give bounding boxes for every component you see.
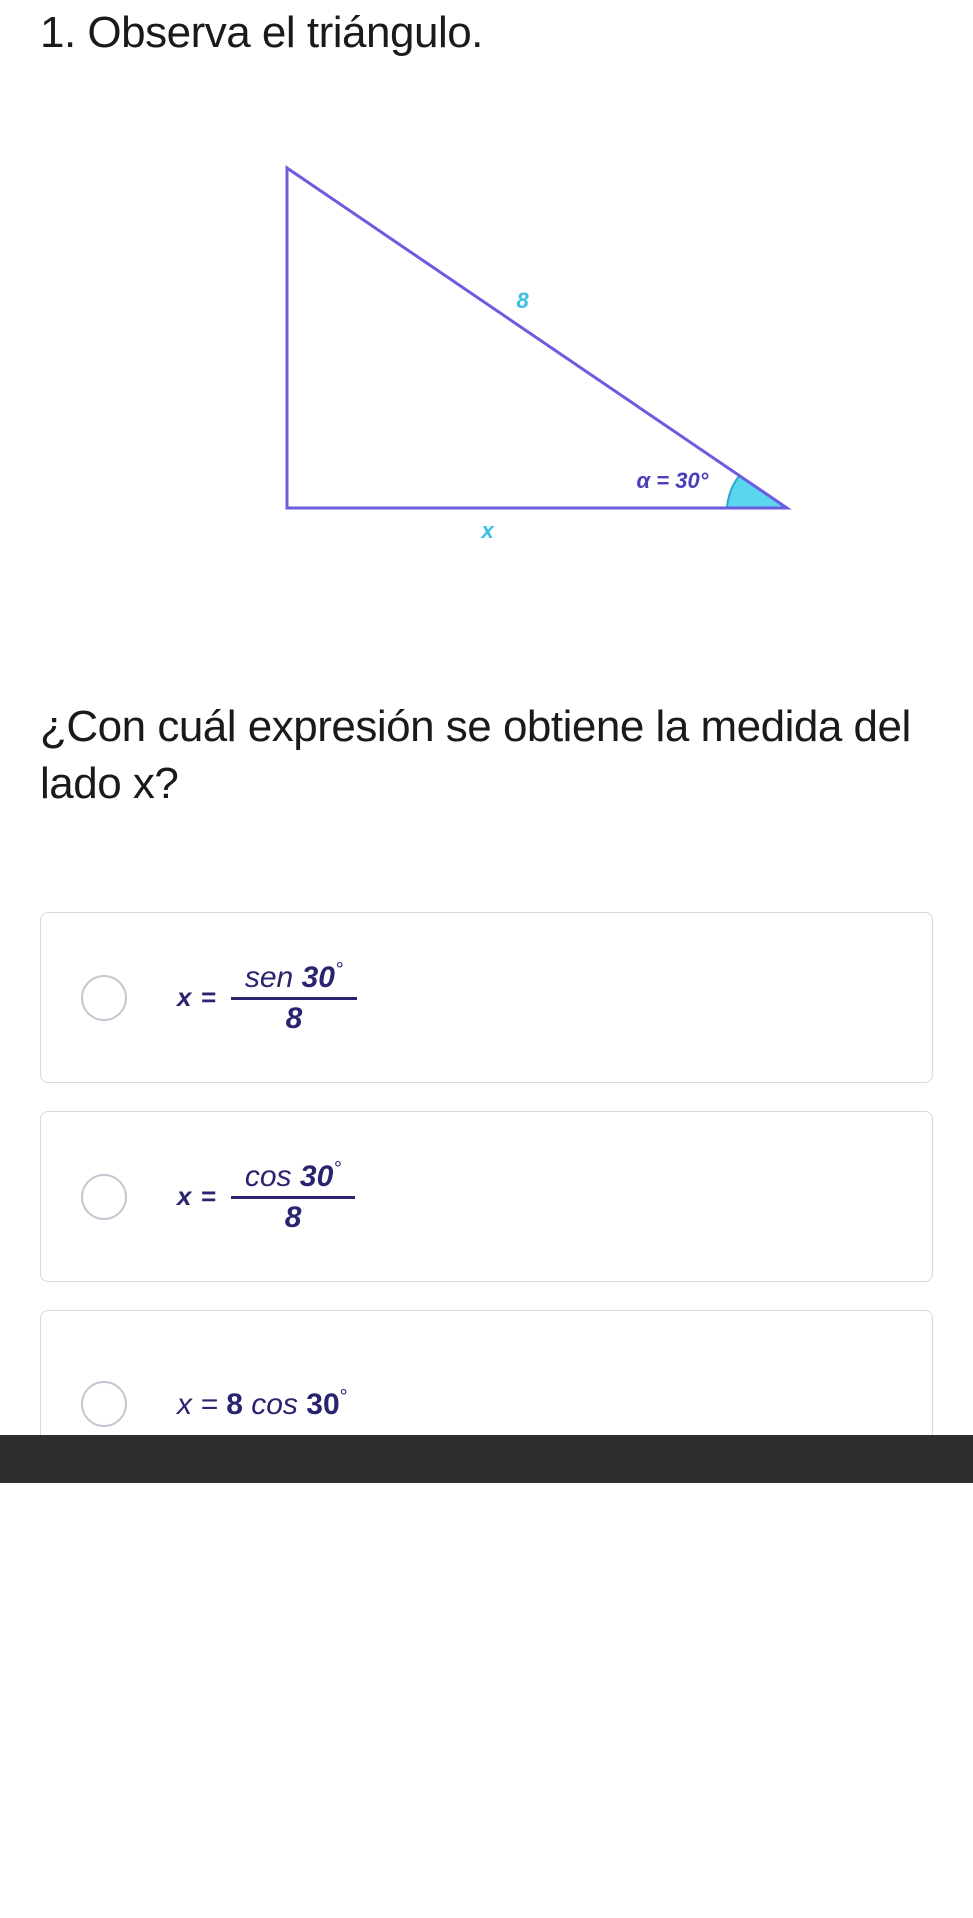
triangle-figure: 8 α = 30° x (137, 118, 837, 618)
option-c-angle: 30 (306, 1388, 339, 1421)
bottom-nav-bar (0, 1435, 973, 1483)
option-c[interactable]: x = 8 cos 30° (40, 1310, 933, 1435)
option-b-lhs: x = (177, 1181, 217, 1212)
radio-a[interactable] (81, 975, 127, 1021)
degree-symbol: ° (335, 959, 343, 981)
option-b-expression: x = cos 30° 8 (177, 1156, 355, 1237)
option-a[interactable]: x = sen 30° 8 (40, 912, 933, 1083)
option-c-expression: x = 8 cos 30° (177, 1386, 348, 1422)
option-c-fn: cos (251, 1388, 306, 1421)
triangle-shape (287, 168, 787, 508)
question-text: ¿Con cuál expresión se obtiene la medida… (40, 698, 933, 812)
radio-c[interactable] (81, 1381, 127, 1427)
option-a-denom: 8 (272, 1000, 317, 1038)
hypotenuse-label: 8 (517, 288, 529, 314)
option-c-coeff: 8 (226, 1388, 251, 1421)
triangle-svg (137, 118, 837, 578)
option-a-lhs: x = (177, 982, 217, 1013)
option-b-fn: cos (245, 1160, 300, 1193)
degree-symbol: ° (333, 1158, 341, 1180)
angle-label: α = 30° (637, 468, 709, 494)
option-b-angle: 30 (300, 1160, 333, 1193)
radio-b[interactable] (81, 1174, 127, 1220)
degree-symbol: ° (340, 1386, 348, 1408)
option-c-lhs: x = (177, 1388, 226, 1421)
option-b-denom: 8 (271, 1199, 316, 1237)
problem-title: 1. Observa el triángulo. (40, 8, 933, 58)
option-a-angle: 30 (302, 961, 335, 994)
option-b[interactable]: x = cos 30° 8 (40, 1111, 933, 1282)
base-label: x (482, 518, 494, 544)
option-a-fn: sen (245, 961, 302, 994)
option-a-expression: x = sen 30° 8 (177, 957, 357, 1038)
